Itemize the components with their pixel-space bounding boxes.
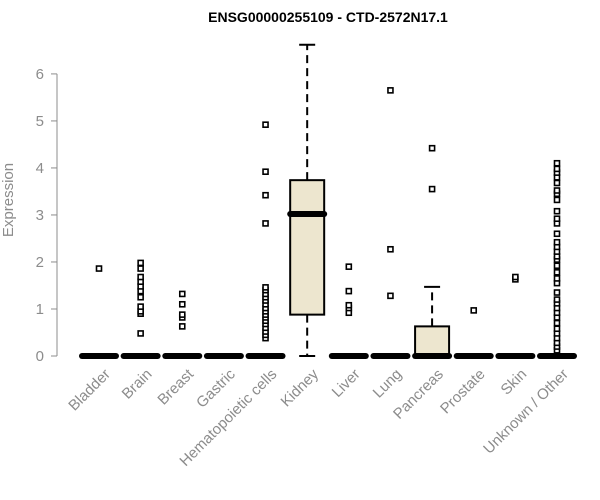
outlier-point [470,307,478,314]
outlier-point [95,265,103,272]
outlier-point [137,259,144,267]
outlier-point [137,273,144,281]
outlier-point [553,179,561,187]
chart-title: ENSG00000255109 - CTD-2572N17.1 [208,9,448,25]
outlier-point [553,296,561,303]
x-category-label: Kidney [278,365,323,410]
y-tick-label: 0 [36,348,44,365]
outlier-point [553,289,561,296]
outlier-point [262,168,269,176]
box-group [453,307,494,359]
outlier-point [178,311,186,318]
y-tick-label: 1 [36,301,44,318]
outlier-point [428,144,436,152]
outlier-point [387,87,394,94]
outlier-point [345,263,353,270]
outlier-point [262,191,269,199]
x-category-label: Skin [498,366,531,399]
outlier-point [178,300,186,308]
outlier-point [262,121,269,128]
outlier-point [553,215,561,223]
x-category-label: Liver [329,366,364,401]
box-group [287,43,328,357]
outlier-point [553,187,561,194]
x-category-label: Lung [370,366,406,402]
outlier-point [512,273,519,281]
outlier-point [553,275,561,282]
outlier-point [262,284,269,291]
outlier-point [137,303,144,310]
outlier-point [262,220,269,227]
outlier-point [553,196,561,204]
box [414,325,451,357]
outlier-point [137,265,144,272]
box-group [162,290,203,359]
box-group [245,121,286,359]
box-group [79,265,119,359]
y-tick-label: 2 [36,254,44,271]
outlier-point [553,159,561,167]
outlier-point [178,290,186,298]
outlier-point [553,269,561,276]
x-category-label: Prostate [437,366,489,418]
outlier-point [137,293,144,301]
box-group [328,263,369,359]
y-axis-label: Expression [0,163,17,237]
boxes-layer [79,43,577,359]
outlier-point [553,319,561,327]
box [289,179,326,316]
outlier-point [553,262,561,270]
x-category-label: Bladder [65,366,114,415]
outlier-point [387,292,394,300]
outlier-point [553,238,561,246]
outlier-point [553,207,561,215]
outlier-point [178,323,186,330]
x-category-label: Breast [154,365,197,408]
box-group [537,159,577,359]
box-group [370,87,411,359]
outlier-point [345,301,353,309]
outlier-point [387,245,394,253]
y-tick-label: 6 [36,66,44,83]
outlier-point [137,330,144,337]
outlier-point [553,230,561,238]
box-group [495,273,536,359]
outlier-point [553,165,561,173]
box-group [412,144,453,359]
y-tick-label: 3 [36,207,44,224]
outlier-point [345,287,353,295]
y-tick-label: 5 [36,113,44,130]
y-tick-label: 4 [36,160,44,177]
y-axis: 0 1 2 3 4 5 6 [36,66,58,365]
outlier-point [553,325,561,333]
box-group [120,259,161,359]
outlier-point [428,185,436,193]
x-category-label: Brain [119,366,156,403]
